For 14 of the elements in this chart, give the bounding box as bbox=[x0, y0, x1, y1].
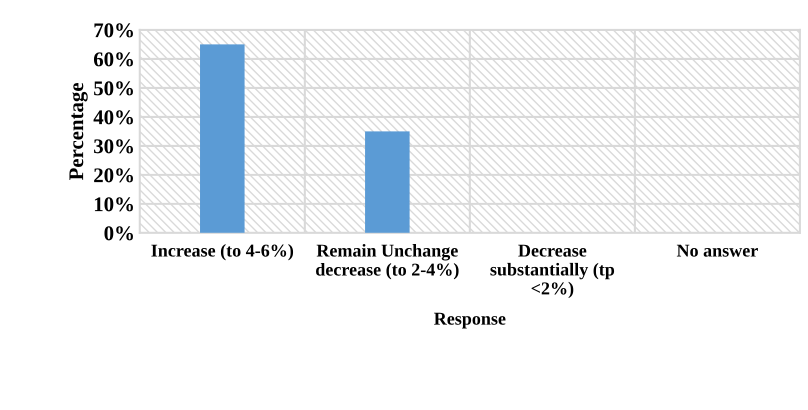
x-tick-label: Decrease substantially (tp <2%) bbox=[490, 244, 614, 298]
y-tick-label: 10% bbox=[94, 197, 133, 212]
y-tick-label: 70% bbox=[94, 23, 133, 38]
y-tick-label: 60% bbox=[94, 52, 133, 66]
y-tick-label: 0% bbox=[104, 226, 133, 240]
y-axis-title: Percentage bbox=[69, 82, 88, 180]
y-tick-label: 20% bbox=[94, 168, 133, 182]
x-axis-title: Response bbox=[434, 312, 506, 328]
x-tick-label: Increase (to 4-6%) bbox=[151, 244, 294, 260]
y-tick-label: 40% bbox=[94, 110, 133, 124]
y-tick-label: 50% bbox=[94, 81, 133, 96]
x-tick-label: Remain Unchange decrease (to 2-4%) bbox=[316, 244, 459, 280]
y-tick-label: 30% bbox=[94, 139, 133, 154]
x-tick-label: No answer bbox=[676, 244, 758, 257]
